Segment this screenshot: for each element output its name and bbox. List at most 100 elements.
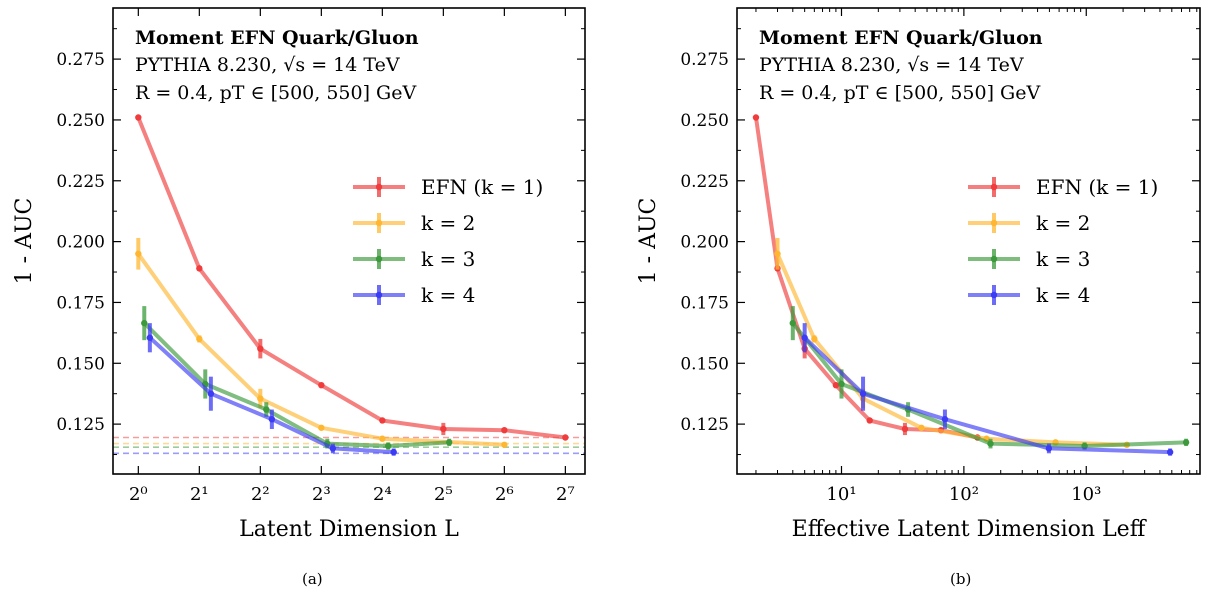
- x-tick-label: 2⁷: [556, 484, 575, 505]
- annotation-line-1: PYTHIA 8.230, √s = 14 TeV: [135, 54, 400, 76]
- panel-label-a: (a): [302, 570, 323, 588]
- data-point: [832, 381, 840, 389]
- data-point: [789, 319, 796, 327]
- legend-label: k = 2: [1036, 211, 1090, 235]
- data-point: [941, 416, 949, 423]
- x-tick-label: 10³: [1071, 484, 1101, 505]
- y-tick-label: 0.225: [56, 172, 105, 192]
- series-line-0: [136, 115, 568, 440]
- legend-entry-2: k = 3: [968, 247, 1090, 271]
- data-point: [141, 319, 148, 327]
- data-point: [135, 114, 142, 121]
- data-point: [263, 406, 270, 413]
- y-tick-label: 0.275: [680, 50, 729, 70]
- annotation-title: Moment EFN Quark/Gluon: [135, 27, 419, 49]
- data-point: [379, 435, 386, 442]
- y-tick-label: 0.150: [680, 354, 729, 374]
- annotation-line-1: PYTHIA 8.230, √s = 14 TeV: [759, 54, 1024, 76]
- data-point: [811, 335, 818, 343]
- series-2: [141, 306, 453, 450]
- x-axis-label: Latent Dimension L: [239, 517, 459, 542]
- legend-entry-0: EFN (k = 1): [353, 175, 543, 199]
- x-tick-label: 2⁵: [434, 484, 453, 505]
- data-point: [379, 417, 386, 424]
- legend-entry-1: k = 2: [353, 211, 475, 235]
- panel-a: 0.125 0.150 0.175 0.200 0.225 0.250 0.275 2⁰ 2¹ 2…: [12, 7, 586, 542]
- data-point: [135, 250, 142, 257]
- series-line-2: [790, 321, 1189, 448]
- legend-marker: [375, 183, 383, 191]
- x-axis-label: Effective Latent Dimension Leff: [792, 517, 1147, 542]
- x-tick-label: 2¹: [190, 484, 209, 505]
- plot-frame: [112, 7, 586, 475]
- data-point: [207, 390, 215, 397]
- x-tick-label: 2⁴: [373, 484, 392, 505]
- series-3: [801, 323, 1174, 456]
- legend-marker: [990, 219, 998, 227]
- data-point: [318, 381, 325, 389]
- data-point: [196, 265, 203, 272]
- series-0: [135, 114, 569, 441]
- data-point: [838, 380, 845, 388]
- data-point: [390, 448, 397, 456]
- y-tick-label: 0.125: [680, 415, 729, 435]
- y-tick-label: 0.225: [680, 172, 729, 192]
- series-line-2: [142, 321, 452, 448]
- data-point: [196, 335, 203, 343]
- y-tick-label: 0.150: [56, 354, 105, 374]
- legend-label: k = 3: [421, 247, 475, 271]
- data-point: [318, 424, 325, 431]
- series-1: [774, 237, 1131, 448]
- data-point: [268, 416, 276, 423]
- y-tick-label: 0.200: [56, 233, 105, 253]
- data-point: [801, 334, 808, 341]
- x-tick-label: 2⁶: [495, 484, 514, 505]
- y-tick-label: 0.275: [56, 50, 105, 70]
- legend-label: EFN (k = 1): [1036, 175, 1158, 199]
- y-tick-label: 0.250: [56, 111, 105, 131]
- data-point: [1166, 448, 1174, 456]
- series-line-1: [136, 251, 507, 447]
- data-point: [257, 345, 264, 352]
- x-tick-label: 2⁰: [129, 484, 148, 505]
- series-3: [146, 323, 397, 456]
- data-point: [501, 441, 508, 448]
- x-tick-label: 2²: [251, 484, 270, 505]
- legend-entry-3: k = 4: [353, 283, 475, 307]
- data-point: [866, 417, 873, 424]
- data-point: [1182, 439, 1190, 446]
- data-point: [774, 250, 781, 257]
- legend-entry-2: k = 3: [353, 247, 475, 271]
- data-point: [146, 334, 154, 341]
- series-2: [789, 306, 1190, 450]
- data-point: [918, 424, 925, 431]
- x-tick-label: 2³: [312, 484, 331, 505]
- legend-marker: [990, 255, 998, 263]
- legend-entry-1: k = 2: [968, 211, 1090, 235]
- panel-b: 0.125 0.150 0.175 0.200 0.225 0.250 0.275 10¹ 10…: [636, 7, 1201, 542]
- panel-label-b: (b): [950, 570, 972, 588]
- series-1: [135, 237, 508, 448]
- y-tick-label: 0.200: [680, 233, 729, 253]
- data-point: [446, 439, 453, 446]
- y-tick-label: 0.250: [680, 111, 729, 131]
- legend-label: k = 4: [1036, 283, 1090, 307]
- legend-marker: [375, 255, 383, 263]
- legend-marker: [990, 291, 998, 299]
- y-tick-label: 0.175: [680, 293, 729, 313]
- legend-entry-3: k = 4: [968, 283, 1090, 307]
- legend-marker: [375, 291, 383, 299]
- plot-frame: [736, 7, 1201, 475]
- data-point: [901, 425, 909, 433]
- y-tick-label: 0.175: [56, 293, 105, 313]
- data-point: [329, 445, 337, 452]
- y-axis-label: 1 - AUC: [12, 198, 37, 285]
- data-point: [1045, 445, 1053, 452]
- legend-label: k = 3: [1036, 247, 1090, 271]
- data-point: [257, 395, 264, 402]
- annotation-line-2: R = 0.4, pT ∈ [500, 550] GeV: [135, 82, 416, 104]
- data-point: [501, 426, 508, 434]
- data-point: [987, 440, 994, 447]
- y-axis-label: 1 - AUC: [636, 198, 661, 285]
